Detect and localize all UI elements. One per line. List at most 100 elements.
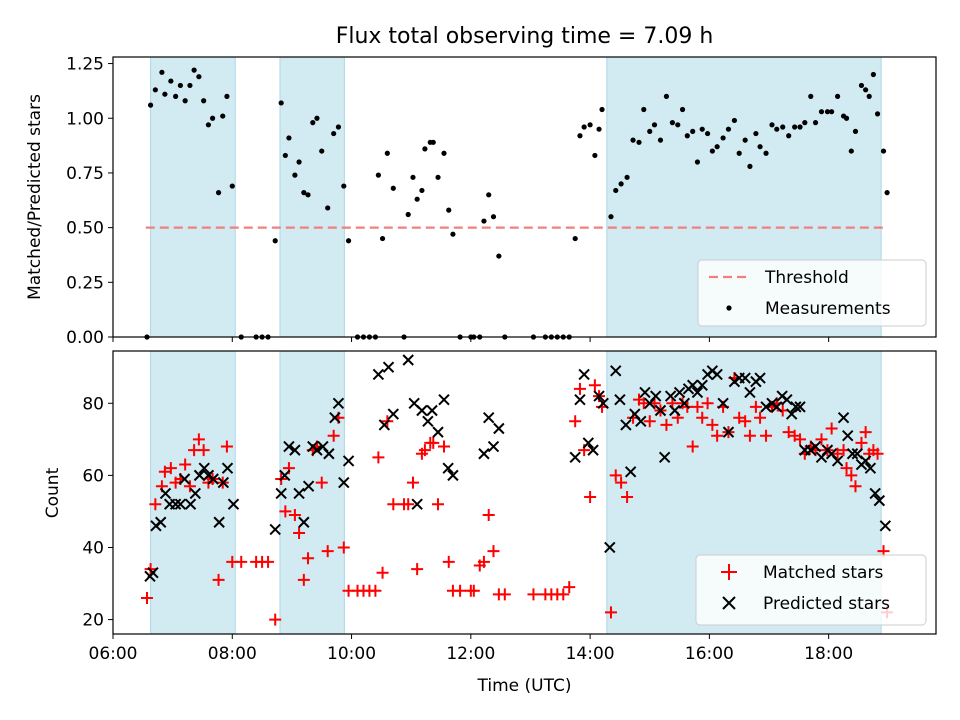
- predicted-stars-point: [864, 462, 877, 474]
- measurement-point: [636, 139, 642, 145]
- measurement-point: [173, 93, 179, 99]
- measurement-point: [296, 159, 302, 165]
- predicted-stars-point: [620, 419, 632, 431]
- measurement-point: [884, 190, 890, 196]
- predicted-stars-point: [217, 476, 230, 489]
- count-legend: Matched stars Predicted stars: [695, 554, 927, 626]
- legend-threshold-label: Threshold: [764, 268, 849, 288]
- matched-stars-point: [840, 462, 853, 475]
- measurement-point: [808, 93, 814, 99]
- figure-title: Flux total observing time = 7.09 h: [336, 24, 714, 49]
- x-tick-label: 06:00: [89, 644, 138, 664]
- predicted-stars-point: [227, 498, 240, 510]
- measurement-point: [834, 93, 841, 99]
- matched-stars-point: [609, 469, 622, 482]
- predicted-stars-point: [402, 354, 414, 366]
- predicted-stars-point: [739, 372, 751, 384]
- count-observing-window-1: [279, 350, 345, 635]
- legend-predicted-swatch: [722, 596, 736, 610]
- measurement-point: [599, 106, 605, 113]
- predicted-stars-point: [654, 404, 667, 417]
- predicted-stars-point: [483, 411, 495, 424]
- matched-stars-point: [604, 606, 617, 619]
- measurement-point: [797, 124, 803, 130]
- predicted-stars-point: [213, 516, 225, 528]
- legend-measurements-swatch: [726, 305, 732, 311]
- matched-stars-point: [164, 462, 177, 475]
- matched-stars-point: [859, 426, 872, 439]
- matched-stars-point: [406, 476, 419, 489]
- predicted-stars-point: [578, 368, 590, 381]
- measurement-point: [690, 128, 696, 134]
- predicted-stars-point: [664, 390, 677, 402]
- measurement-point: [286, 135, 292, 141]
- measurement-point: [669, 120, 676, 126]
- predicted-stars-point: [387, 408, 400, 420]
- ratio-y-tick-label: 1.00: [66, 109, 104, 129]
- count-y-tick-label: 80: [82, 394, 104, 414]
- matched-stars-point: [387, 498, 400, 511]
- measurement-point: [725, 126, 732, 132]
- matched-stars-point: [427, 436, 440, 449]
- matched-stars-point: [482, 509, 495, 522]
- predicted-stars-point: [478, 448, 490, 460]
- predicted-stars-point: [493, 422, 505, 435]
- measurement-point: [187, 82, 193, 89]
- matched-stars-point: [197, 444, 210, 457]
- measurement-point: [870, 71, 876, 78]
- matched-stars-point: [621, 491, 634, 504]
- predicted-stars-point: [711, 368, 723, 381]
- measurement-point: [159, 69, 165, 75]
- predicted-stars-point: [426, 404, 438, 417]
- predicted-stars-point: [744, 386, 756, 399]
- matched-stars-point: [573, 382, 586, 395]
- measurement-point: [319, 148, 325, 154]
- ratio-y-tick-label: 0.25: [66, 273, 104, 293]
- matched-stars-point: [706, 418, 719, 431]
- predicted-stars-point: [178, 473, 191, 485]
- measurement-point: [292, 172, 298, 178]
- predicted-stars-point: [159, 487, 172, 500]
- predicted-stars-point: [781, 393, 793, 406]
- matched-stars-point: [487, 545, 500, 558]
- measurement-point: [177, 82, 183, 89]
- x-tick-label: 08:00: [208, 644, 257, 664]
- measurement-point: [587, 122, 593, 128]
- measurement-point: [220, 113, 226, 119]
- predicted-stars-point: [155, 516, 167, 528]
- measurement-point: [325, 205, 331, 211]
- matched-stars-point: [288, 509, 301, 522]
- predicted-stars-point: [342, 455, 355, 467]
- predicted-stars-point: [879, 520, 892, 532]
- matched-stars-point: [235, 555, 248, 568]
- matched-stars-point: [686, 440, 699, 453]
- predicted-stars-point: [382, 361, 395, 373]
- predicted-stars-point: [754, 372, 766, 384]
- measurement-point: [675, 122, 681, 128]
- matched-stars-point: [557, 588, 570, 601]
- predicted-stars-point: [794, 401, 806, 413]
- measurement-point: [684, 133, 690, 139]
- predicted-stars-point: [678, 397, 691, 409]
- predicted-stars-point: [438, 393, 450, 406]
- legend-predicted-label: Predicted stars: [763, 594, 890, 614]
- measurement-point: [592, 152, 598, 159]
- matched-stars-point: [643, 415, 656, 428]
- measurement-point: [496, 253, 502, 259]
- predicted-stars-point: [302, 480, 315, 492]
- measurement-point: [486, 192, 492, 198]
- measurement-point: [435, 174, 441, 180]
- predicted-stars-point: [329, 411, 341, 424]
- measurement-point: [812, 120, 819, 126]
- matched-stars-point: [369, 584, 382, 597]
- x-tick-label: 10:00: [327, 644, 376, 664]
- ratio-y-tick-label: 1.25: [66, 55, 104, 75]
- measurement-point: [714, 144, 720, 150]
- predicted-stars-point: [669, 404, 681, 417]
- measurement-point: [196, 74, 202, 80]
- matched-stars-point: [411, 563, 424, 576]
- measurement-point: [852, 128, 859, 134]
- measurement-point: [630, 137, 636, 143]
- matched-stars-point: [297, 573, 310, 586]
